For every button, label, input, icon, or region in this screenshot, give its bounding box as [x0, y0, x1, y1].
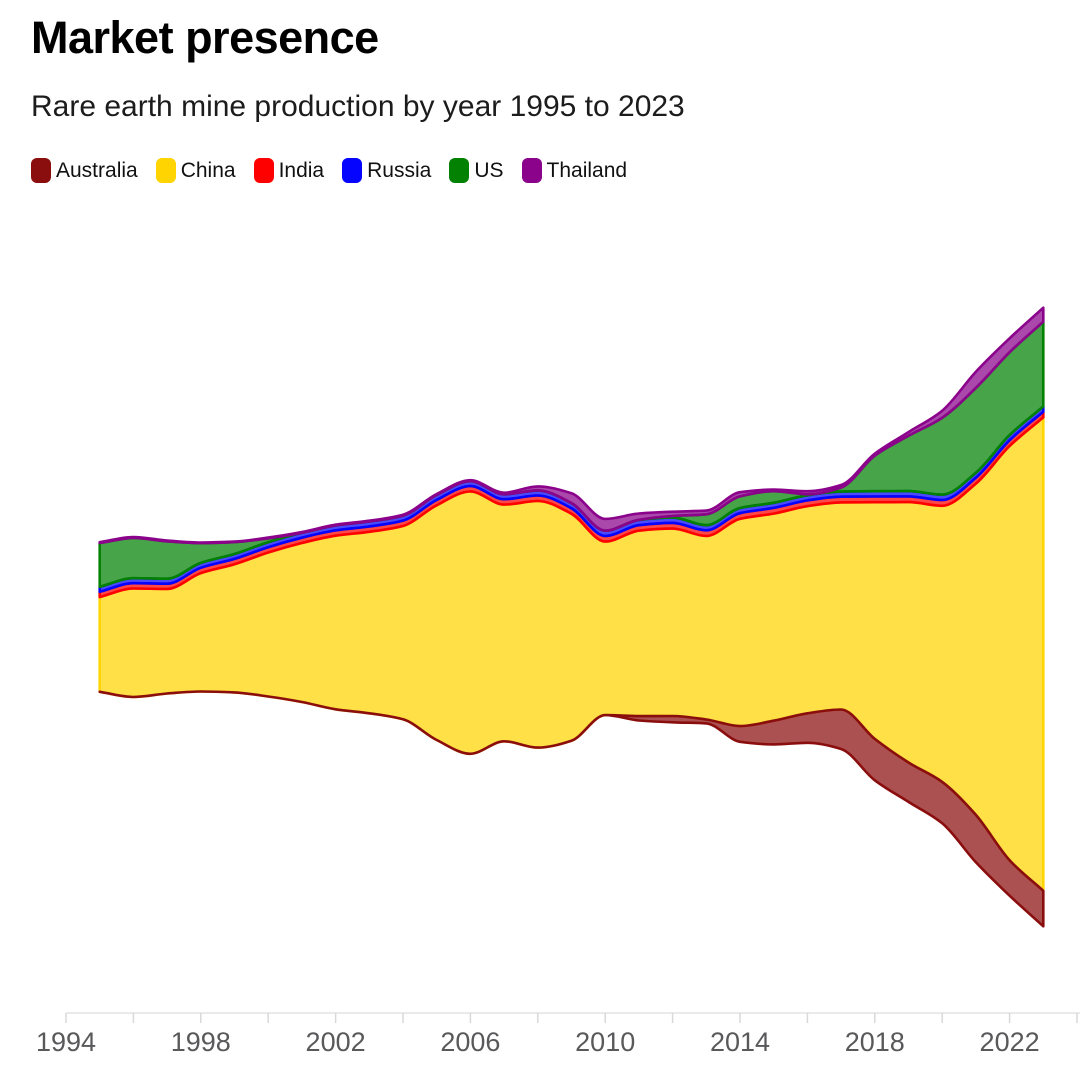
x-axis-label: 2010 [575, 1027, 635, 1057]
x-axis-label: 2006 [440, 1027, 500, 1057]
legend-label: Russia [367, 158, 432, 182]
x-axis-label: 2002 [306, 1027, 366, 1057]
page-title: Market presence [31, 12, 379, 63]
legend-label: Thailand [546, 158, 628, 182]
legend-swatch-icon [31, 158, 51, 183]
legend-swatch-icon [155, 158, 176, 183]
legend-item-russia[interactable]: Russia [342, 158, 431, 183]
stream-band-thailand[interactable] [98, 306, 1045, 545]
legend-swatch-icon [521, 158, 542, 183]
legend-label: China [180, 158, 236, 182]
legend-label: US [474, 158, 504, 182]
legend-item-thailand[interactable]: Thailand [521, 158, 628, 183]
legend-item-australia[interactable]: Australia [31, 158, 138, 183]
x-axis-label: 2014 [710, 1027, 770, 1057]
legend-item-us[interactable]: US [449, 158, 504, 183]
x-axis-label: 1994 [36, 1027, 96, 1057]
legend-swatch-icon [449, 158, 470, 183]
x-axis-label: 2018 [845, 1027, 905, 1057]
legend-item-india[interactable]: India [253, 158, 325, 183]
page-subtitle: Rare earth mine production by year 1995 … [31, 90, 685, 123]
legend-label: Australia [56, 158, 138, 182]
legend-item-china[interactable]: China [155, 158, 236, 183]
x-axis-label: 2022 [980, 1027, 1040, 1057]
legend-swatch-icon [342, 158, 363, 183]
legend-swatch-icon [253, 158, 274, 183]
stream-band-australia[interactable] [98, 690, 1045, 928]
legend-label: India [278, 158, 325, 182]
x-axis-label: 1998 [171, 1027, 231, 1057]
legend: Australia China India Russia US Thailand [31, 158, 627, 183]
